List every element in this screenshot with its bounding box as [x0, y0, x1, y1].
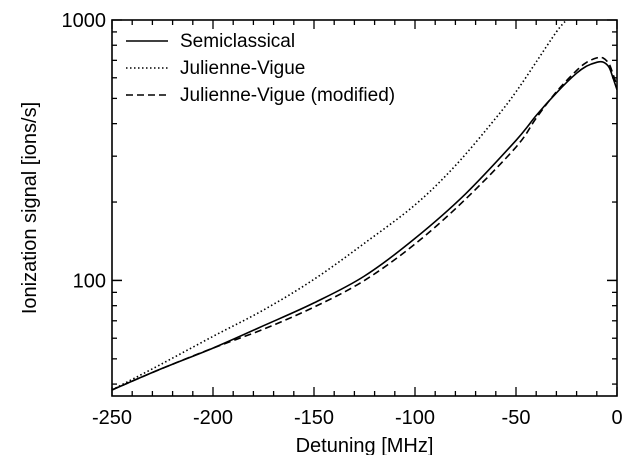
legend-label: Julienne-Vigue — [180, 58, 305, 79]
x-axis-title: Detuning [MHz] — [296, 435, 434, 455]
legend: Semiclassical Julienne-Vigue Julienne-Vigu… — [126, 31, 395, 106]
x-tick-label: 0 — [611, 407, 622, 429]
plot-area — [111, 19, 618, 397]
series-line-3 — [112, 56, 617, 391]
x-tick-label: -50 — [502, 407, 531, 429]
x-axis: -250 -200 -150 -100 -50 0 — [92, 20, 623, 429]
legend-label: Semiclassical — [180, 31, 295, 52]
legend-label: Julienne-Vigue (modified) — [180, 85, 395, 106]
y-tick-label: 100 — [73, 270, 106, 292]
x-tick-label: -200 — [193, 407, 233, 429]
x-tick-label: -250 — [92, 407, 132, 429]
x-tick-label: -100 — [395, 407, 435, 429]
y-tick-label: 1000 — [62, 10, 107, 32]
series-layer — [112, 20, 617, 391]
plot-frame — [111, 19, 618, 397]
y-axis: 100 1000 — [62, 10, 617, 385]
y-axis-title: Ionization signal [ions/s] — [19, 102, 41, 314]
x-tick-label: -150 — [294, 407, 334, 429]
series-line-1 — [112, 60, 617, 391]
